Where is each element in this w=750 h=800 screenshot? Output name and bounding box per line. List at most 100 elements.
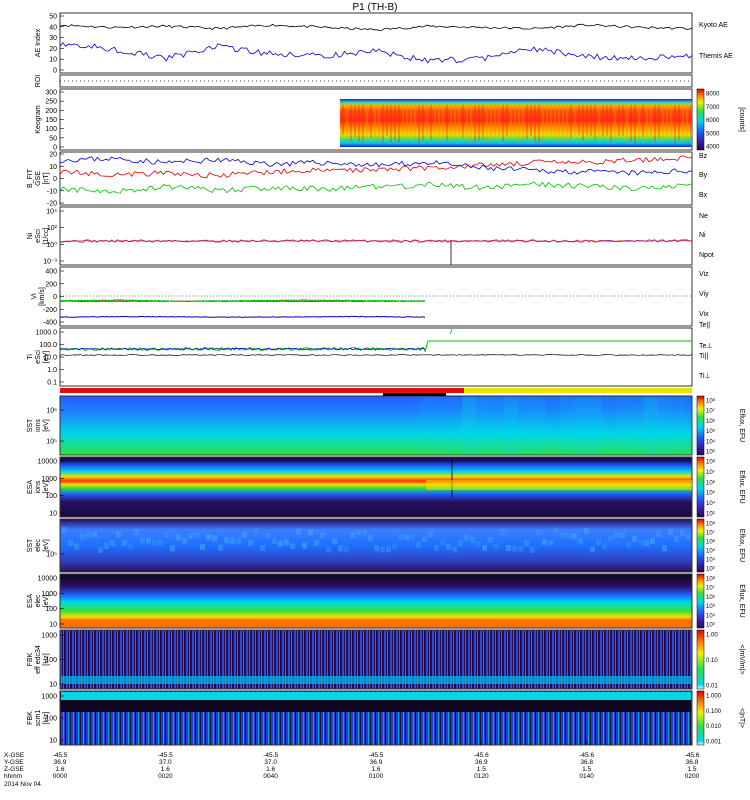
sst-elec-block [398,534,403,541]
sst-elec-block [572,533,577,540]
keogram-streak [522,105,524,141]
keogram-streak [622,105,624,137]
sst-elec-block [680,530,685,537]
xaxis-tick-zgse: 1.6 [266,766,275,773]
temperature-legend-ti-perp: Ti⊥ [699,373,711,380]
xaxis-row-label: Y-GSE [4,759,24,766]
sst-elec-block [512,545,517,552]
sst-elec-block [560,532,565,539]
keogram-streak [366,105,368,142]
sst-elec-block [464,534,469,541]
velocity-Viz-line [59,300,426,303]
keogram-streak [362,105,364,141]
ae-ytick-label: 50 [49,14,57,21]
keogram-streak [506,105,508,136]
sst-elec-block [86,531,91,538]
xaxis-tick-time: 0100 [369,773,384,780]
keogram-streak [586,105,588,136]
keogram-colorbar [696,88,705,151]
fbk-edc-band [61,676,691,684]
ae-ylabel-1: AE Index [35,28,42,57]
keogram-streak [450,105,452,140]
esa-elec-ytick-label: 10000 [38,576,58,583]
esa-ions-colorbar-tick: 10⁷ [706,469,715,476]
sst-elec-block [194,532,199,539]
sst-ions-colorbar-tick: 10⁷ [706,408,715,415]
keogram-streak [390,105,392,143]
fbk-scm-dark-band [61,700,691,712]
fbk-scm-top-band [61,692,691,700]
keogram-streak [374,105,376,141]
esa-elec-colorbar-tick: 10⁷ [706,585,715,592]
sst-elec-block [230,537,235,544]
xaxis-tick-zgse: 1.6 [161,766,170,773]
esa-ions-ytick-label: 10000 [38,459,58,466]
keogram-streak [538,105,540,143]
sst-ions-block [448,397,462,454]
sst-elec-block [530,546,535,553]
sst-elec-block [380,546,385,553]
keogram-streak [566,105,568,143]
esa-ions-colorbar-tick: 10⁴ [706,500,716,507]
ae-ytick-label: 40 [49,24,57,31]
sst-elec-block [302,542,307,549]
keogram-streak [562,105,564,141]
sst-elec-block [650,537,655,544]
esa-ions-colorbar-label: Eflux, EFU [738,470,745,503]
sst-elec-block [476,540,481,547]
esa-ions-colorbar-tick: 10⁶ [706,479,716,486]
keogram-streak [438,105,440,143]
keogram-streak [678,105,680,141]
keogram-streak [642,105,644,137]
fbk-scm-ylabel-1: FBK [27,711,34,725]
sst-ions-ylabel-3: [eV] [43,419,50,432]
esa-elec-colorbar [696,573,705,629]
keogram-streak [646,105,648,143]
esa-elec-spectrogram [60,574,692,628]
fbk-scm-colorbar-label: <|nT|> [738,708,745,728]
sst-elec-colorbar [696,518,705,573]
bfield-ytick-label: 0 [53,176,57,183]
velocity-ytick-label: 400 [45,269,57,276]
fbk-edc-ylabel-3: [Hz] [43,653,50,666]
density-ytick-label: 10⁴ [46,209,57,216]
keogram-streak [558,105,560,141]
sst-ions-block [602,397,616,454]
temperature-ti-line [59,340,692,353]
xaxis-row-label: X-GSE [4,752,25,759]
fbk-edc-colorbar [696,629,705,690]
sst-ions-block [616,397,630,454]
sst-elec-block [338,545,343,552]
keogram-colorbar-tick: 4000 [706,145,720,151]
temperature-legend-ti-par: Ti|| [699,353,708,360]
sst-elec-block [626,542,631,549]
sst-elec-block [146,537,151,544]
sst-elec-block [128,543,133,550]
sst-ions-ylabel-1: SST [27,418,34,432]
esa-elec-ylabel-1: ESA [27,594,34,608]
esa-ions-colorbar [696,456,705,518]
sst-elec-block [74,543,79,550]
keogram-streak [382,105,384,143]
keogram-streak [618,105,620,136]
keogram-streak [354,105,356,138]
ae-ytick-label: 0 [53,68,57,75]
keogram-streak [422,105,424,141]
keogram-streak [578,105,580,136]
plot-title: P1 (TH-B) [353,2,398,13]
keogram-streak [658,105,660,138]
sst-elec-block [554,527,559,534]
xaxis-tick-ygse: 36.9 [475,759,488,766]
xaxis-tick-time: 0040 [263,773,278,780]
sst-ions-block [462,397,476,454]
sst-elec-block [242,531,247,538]
sst-elec-block [428,531,433,538]
bfield-legend-bx: Bx [699,192,708,199]
keogram-streak [518,105,520,143]
fbk-edc-ytick-label: 100 [45,657,57,664]
xaxis-tick-zgse: 1.6 [371,766,380,773]
sst-elec-block [440,538,445,545]
sst-ions-panel-frame [59,395,693,456]
temperature-ylabel-2: eSci [35,350,42,364]
